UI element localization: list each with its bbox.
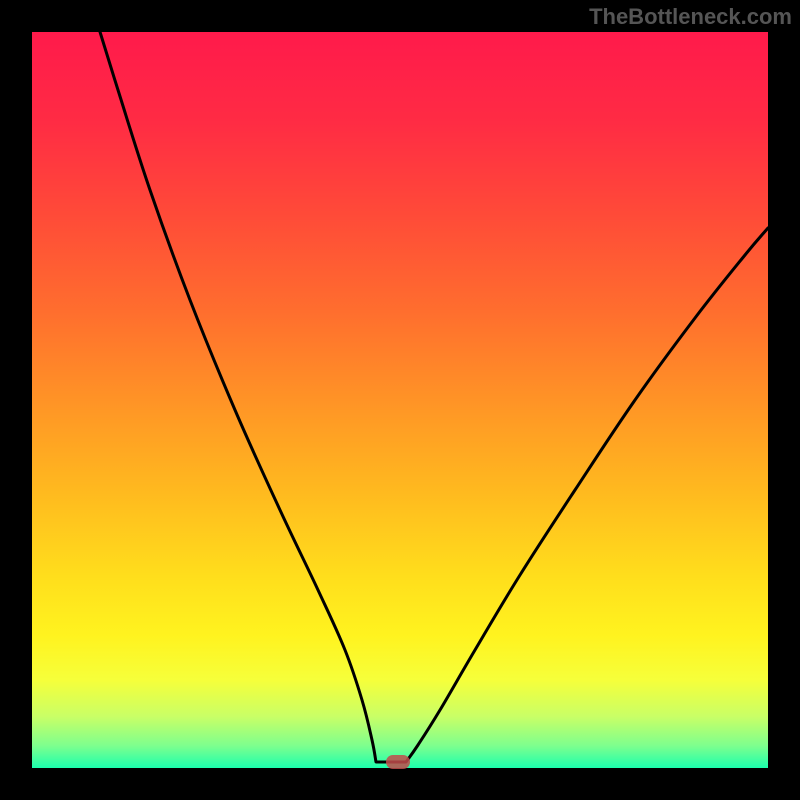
plot-background xyxy=(32,32,768,768)
watermark-text: TheBottleneck.com xyxy=(589,4,792,30)
chart-container: TheBottleneck.com xyxy=(0,0,800,800)
optimal-marker xyxy=(386,755,410,769)
bottleneck-chart xyxy=(0,0,800,800)
